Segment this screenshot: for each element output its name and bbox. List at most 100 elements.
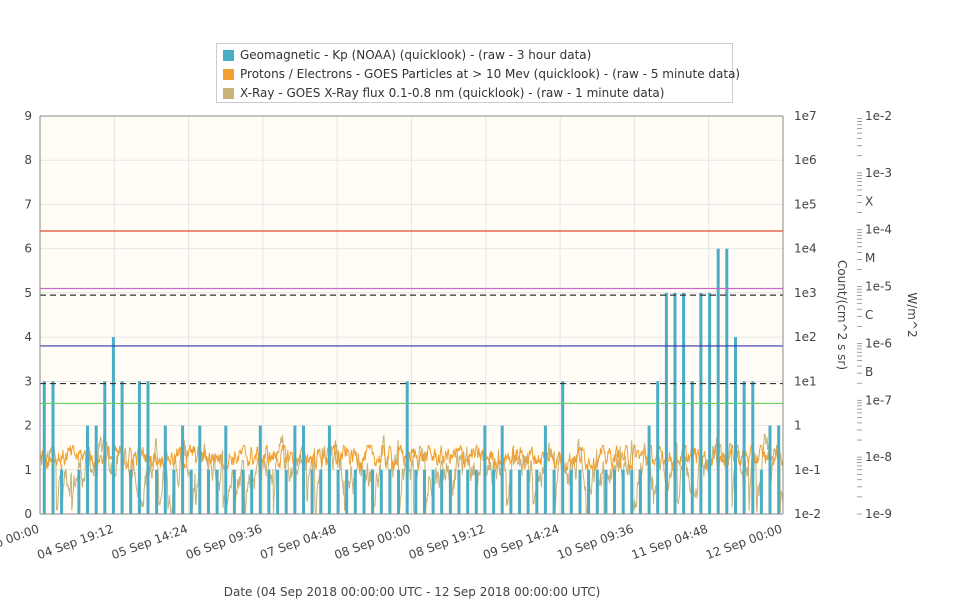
flare-class-label: X [865, 194, 873, 208]
kp-bar [561, 381, 565, 514]
kp-bar [509, 469, 513, 514]
kp-bar [734, 337, 737, 514]
kp-bar [276, 469, 280, 514]
kp-bar [345, 469, 349, 514]
kp-bar [155, 469, 159, 514]
kp-bar [578, 469, 582, 514]
right-tick-label: 1e-2 [865, 109, 892, 123]
kp-bar [500, 425, 504, 514]
x-tick-label: 09 Sep 14:24 [481, 522, 561, 563]
reference-lines [40, 230, 783, 405]
middle-tick-label: 1 [794, 419, 802, 433]
left-tick-label: 7 [24, 197, 32, 211]
x-tick-label: 08 Sep 19:12 [407, 522, 487, 563]
left-tick-label: 9 [24, 109, 32, 123]
kp-bar [397, 469, 400, 514]
kp-bar [379, 469, 383, 514]
kp-bar [172, 469, 176, 514]
kp-bar [423, 469, 426, 514]
kp-bar [474, 469, 478, 514]
x-tick-label: 05 Sep 14:24 [110, 522, 190, 563]
kp-bar [656, 381, 660, 514]
kp-bar [51, 381, 55, 514]
kp-bar [448, 469, 452, 514]
kp-bar [638, 469, 642, 514]
kp-bar [742, 381, 746, 514]
kp-bar [595, 469, 599, 514]
kp-bar [353, 469, 357, 514]
kp-bar [613, 469, 616, 514]
kp-bar [630, 469, 634, 514]
middle-tick-label: 1e-2 [794, 507, 821, 521]
kp-bar [414, 469, 418, 514]
legend: Geomagnetic - Kp (NOAA) (quicklook) - (r… [216, 43, 740, 103]
kp-bar [587, 469, 591, 514]
kp-bar [207, 469, 210, 514]
legend-swatch-kp [223, 49, 234, 61]
kp-bar [543, 425, 547, 514]
kp-bar [751, 381, 755, 514]
kp-bar [725, 248, 729, 514]
left-tick-label: 4 [24, 330, 32, 344]
kp-bar [405, 381, 409, 514]
kp-bar [768, 425, 772, 514]
left-tick-label: 2 [24, 419, 32, 433]
legend-item-protons[interactable]: Protons / Electrons - GOES Particles at … [223, 65, 740, 83]
kp-bar [267, 469, 271, 514]
kp-bar [569, 469, 573, 514]
x-axis-title: Date (04 Sep 2018 00:00:00 UTC - 12 Sep … [224, 585, 601, 599]
kp-bar [232, 469, 236, 514]
left-tick-label: 5 [24, 286, 32, 300]
left-tick-label: 6 [24, 242, 32, 256]
x-tick-label: 06 Sep 09:36 [184, 522, 264, 563]
legend-label-xray: X-Ray - GOES X-Ray flux 0.1-0.8 nm (quic… [240, 86, 665, 100]
kp-bar [163, 425, 167, 514]
right-tick-label: 1e-3 [865, 166, 892, 180]
kp-bar [759, 469, 763, 514]
kp-bar [284, 469, 288, 514]
x-tick-label: 10 Sep 09:36 [555, 522, 635, 563]
legend-label-kp: Geomagnetic - Kp (NOAA) (quicklook) - (r… [240, 48, 592, 62]
x-tick-label: 04 Sep 19:12 [35, 522, 115, 563]
legend-item-xray[interactable]: X-Ray - GOES X-Ray flux 0.1-0.8 nm (quic… [223, 84, 664, 102]
kp-bar [86, 425, 89, 514]
kp-bar [94, 425, 98, 514]
right-tick-label: 1e-7 [865, 393, 892, 407]
kp-bar [224, 425, 228, 514]
middle-tick-label: 1e1 [794, 374, 817, 388]
kp-bar [431, 469, 435, 514]
left-tick-label: 3 [24, 374, 32, 388]
right-tick-label: 1e-4 [865, 223, 892, 237]
kp-bar [466, 469, 470, 514]
kp-bar [777, 425, 781, 514]
middle-tick-label: 1e3 [794, 286, 817, 300]
kp-bar [647, 425, 651, 514]
kp-bar [621, 469, 625, 514]
middle-tick-label: 1e-1 [794, 463, 821, 477]
legend-item-kp[interactable]: Geomagnetic - Kp (NOAA) (quicklook) - (r… [223, 46, 591, 64]
flare-class-label: C [865, 308, 873, 322]
kp-bar [60, 469, 64, 514]
left-tick-label: 8 [24, 153, 32, 167]
kp-bar [492, 469, 496, 514]
left-tick-label: 0 [24, 507, 32, 521]
middle-tick-label: 1e5 [794, 197, 817, 211]
kp-bar [146, 381, 150, 514]
kp-bar [362, 469, 366, 514]
x-tick-label: 11 Sep 04:48 [630, 522, 710, 563]
kp-bar [215, 469, 219, 514]
left-tick-label: 1 [24, 463, 32, 477]
kp-bar [604, 469, 608, 514]
kp-bar [336, 469, 340, 514]
x-tick-label: 12 Sep 00:00 [704, 522, 784, 563]
kp-bar [258, 425, 262, 514]
kp-bar [518, 469, 521, 514]
x-tick-label: 04 Sep 00:00 [0, 522, 41, 563]
kp-bar [327, 425, 331, 514]
kp-bar [440, 469, 444, 514]
kp-bar [371, 469, 375, 514]
kp-bar [483, 425, 487, 514]
kp-bar [129, 469, 133, 514]
flare-class-label: M [865, 251, 875, 265]
